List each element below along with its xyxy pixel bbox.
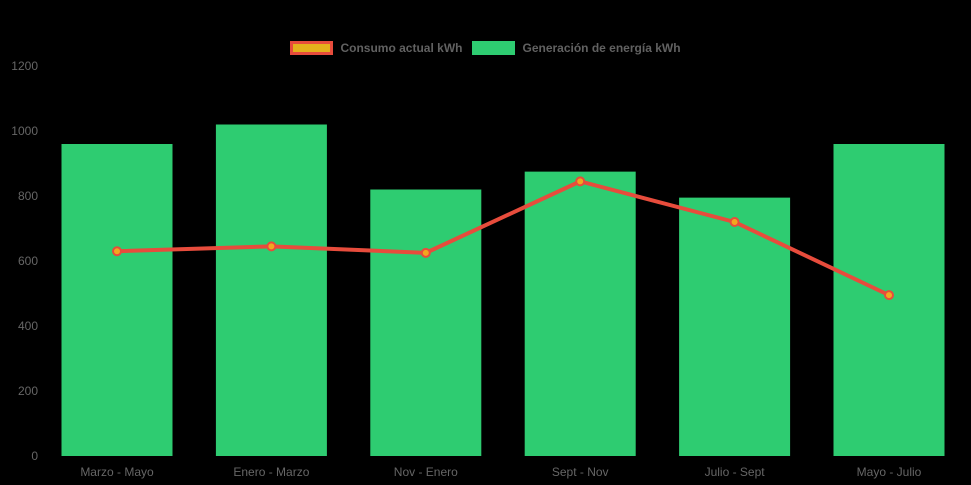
legend-swatch-bar <box>472 41 516 55</box>
y-axis-tick-label: 800 <box>18 189 38 203</box>
y-axis-tick-label: 600 <box>18 254 38 268</box>
line-point[interactable] <box>884 290 894 301</box>
line-point[interactable] <box>575 176 586 187</box>
bar-generaci-n-de-energ-a-kwh[interactable] <box>370 189 482 457</box>
legend-label: Generación de energía kWh <box>522 41 681 55</box>
line-point[interactable] <box>420 247 431 258</box>
x-axis-category-label: Mayo - Julio <box>857 465 922 479</box>
bar-generaci-n-de-energ-a-kwh[interactable] <box>679 197 791 456</box>
line-point[interactable] <box>112 246 122 257</box>
y-axis-tick-label: 400 <box>18 319 38 333</box>
legend-swatch-line <box>290 41 334 55</box>
x-axis-category-label: Nov - Enero <box>394 465 458 479</box>
y-axis-tick-label: 1000 <box>11 124 38 138</box>
legend-label: Consumo actual kWh <box>340 41 463 55</box>
x-axis-category-label: Enero - Marzo <box>233 465 309 479</box>
y-axis-tick-label: 200 <box>18 384 38 398</box>
y-axis-tick-label: 0 <box>31 449 38 463</box>
line-point[interactable] <box>266 241 277 252</box>
x-axis-category-label: Sept - Nov <box>552 465 609 479</box>
legend-item-line[interactable]: Consumo actual kWh <box>290 40 462 56</box>
bar-generaci-n-de-energ-a-kwh[interactable] <box>524 171 636 456</box>
y-axis-tick-label: 1200 <box>11 59 38 73</box>
x-axis-category-label: Marzo - Mayo <box>80 465 154 479</box>
x-axis-category-label: Julio - Sept <box>705 465 766 479</box>
line-consumo-actual <box>115 179 891 298</box>
bar-generaci-n-de-energ-a-kwh[interactable] <box>215 124 327 457</box>
line-point[interactable] <box>729 217 740 227</box>
chart-legend: Consumo actual kWh Generación de energía … <box>0 40 971 56</box>
bar-generaci-n-de-energ-a-kwh[interactable] <box>61 144 173 456</box>
legend-item-bar[interactable]: Generación de energía kWh <box>472 40 681 56</box>
